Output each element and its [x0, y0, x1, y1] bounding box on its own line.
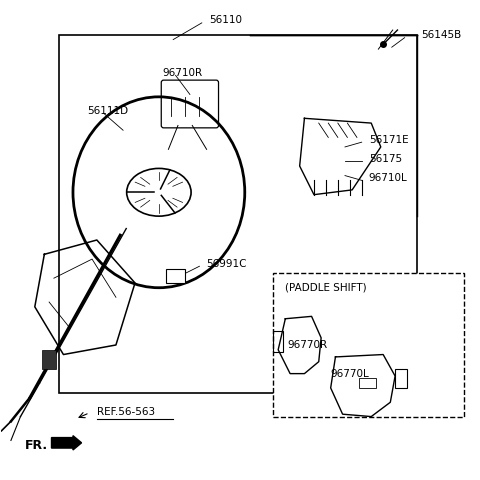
Text: (PADDLE SHIFT): (PADDLE SHIFT)	[285, 283, 367, 293]
Text: 56110: 56110	[209, 15, 242, 25]
Bar	[274, 274, 464, 417]
Bar	[42, 350, 56, 369]
Bar	[395, 369, 407, 388]
Bar	[360, 378, 376, 388]
Bar	[166, 269, 185, 283]
Text: 56991C: 56991C	[206, 259, 247, 269]
Text: 96710L: 96710L	[369, 173, 408, 183]
Text: 96770L: 96770L	[331, 369, 370, 379]
FancyArrow shape	[51, 436, 82, 450]
Text: 96710R: 96710R	[163, 68, 203, 78]
Text: 56145B: 56145B	[421, 30, 462, 40]
Bar	[59, 35, 417, 393]
Text: FR.: FR.	[25, 439, 48, 452]
Text: 96770R: 96770R	[288, 340, 328, 350]
Text: 56175: 56175	[369, 154, 402, 164]
Text: 56111D: 56111D	[87, 106, 129, 116]
Text: REF.56-563: REF.56-563	[97, 407, 155, 417]
Bar	[274, 331, 283, 352]
Text: 56171E: 56171E	[369, 135, 408, 145]
